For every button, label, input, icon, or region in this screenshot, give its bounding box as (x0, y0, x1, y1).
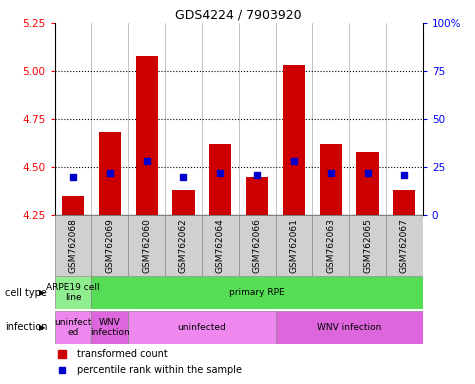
Text: uninfect
ed: uninfect ed (54, 318, 92, 337)
Text: GSM762069: GSM762069 (105, 218, 114, 273)
Bar (320, 144, 342, 215)
Bar (349, 215, 386, 276)
Bar (91, 311, 128, 344)
Text: GSM762068: GSM762068 (68, 218, 77, 273)
Bar (283, 65, 305, 215)
Text: ▶: ▶ (39, 323, 46, 332)
Text: GSM762060: GSM762060 (142, 218, 151, 273)
Text: WNV infection: WNV infection (317, 323, 381, 332)
Bar (356, 152, 379, 215)
Text: percentile rank within the sample: percentile rank within the sample (77, 365, 242, 375)
Bar (276, 311, 423, 344)
Bar (128, 215, 165, 276)
Bar (91, 215, 128, 276)
Text: GSM762064: GSM762064 (216, 218, 225, 273)
Bar (128, 311, 276, 344)
Bar (165, 215, 202, 276)
Text: primary RPE: primary RPE (229, 288, 285, 297)
Text: cell type: cell type (5, 288, 47, 298)
Bar (202, 215, 238, 276)
Bar (55, 276, 91, 309)
Bar (136, 56, 158, 215)
Text: GSM762067: GSM762067 (400, 218, 409, 273)
Bar (172, 190, 195, 215)
Bar (238, 215, 276, 276)
Bar (55, 311, 91, 344)
Bar (99, 132, 121, 215)
Bar (209, 144, 231, 215)
Bar (313, 215, 349, 276)
Bar (386, 215, 423, 276)
Text: GSM762065: GSM762065 (363, 218, 372, 273)
Text: uninfected: uninfected (178, 323, 226, 332)
Text: ARPE19 cell
line: ARPE19 cell line (46, 283, 100, 303)
Text: GSM762061: GSM762061 (289, 218, 298, 273)
Text: GSM762066: GSM762066 (253, 218, 262, 273)
Bar (393, 190, 415, 215)
Title: GDS4224 / 7903920: GDS4224 / 7903920 (175, 9, 302, 22)
Bar (62, 196, 84, 215)
Text: ▶: ▶ (39, 288, 46, 297)
Text: infection: infection (5, 322, 47, 333)
Text: GSM762062: GSM762062 (179, 218, 188, 273)
Text: GSM762063: GSM762063 (326, 218, 335, 273)
Bar (55, 215, 91, 276)
Bar (276, 215, 313, 276)
Text: WNV
infection: WNV infection (90, 318, 130, 337)
Text: transformed count: transformed count (77, 349, 168, 359)
Bar (246, 177, 268, 215)
